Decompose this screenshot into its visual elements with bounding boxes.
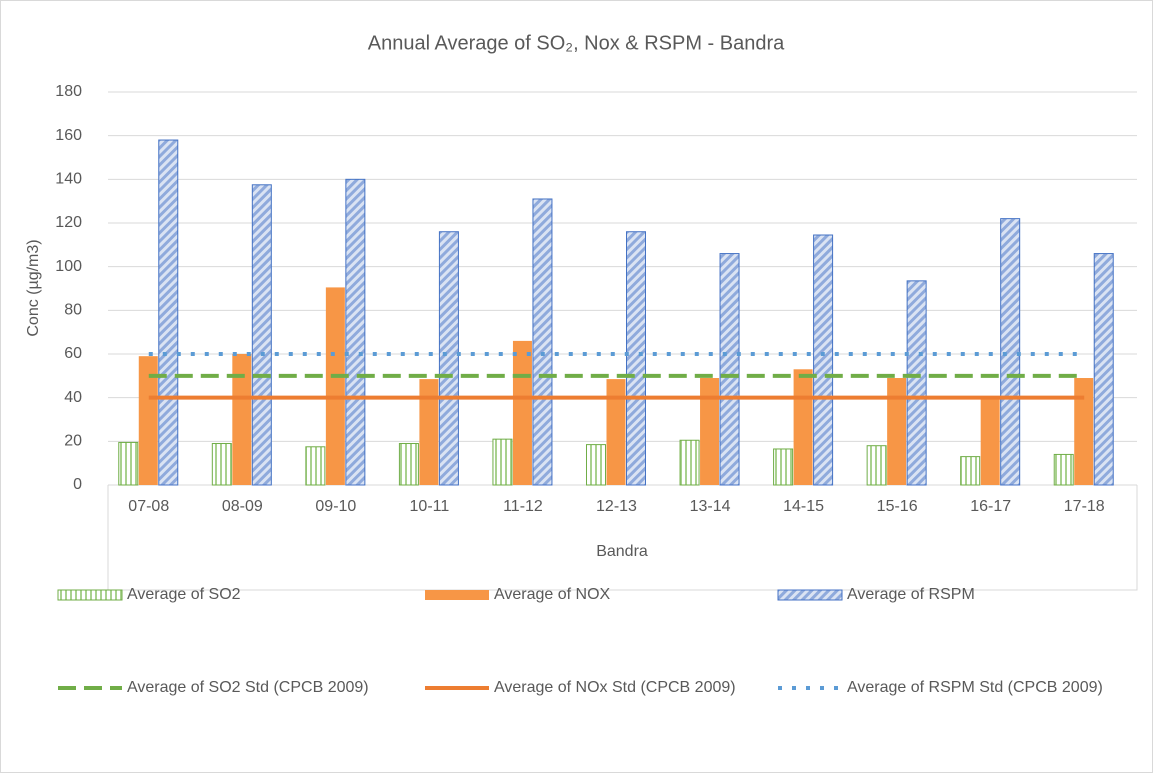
category-box	[107, 485, 1138, 591]
y-tick-label: 0	[73, 476, 82, 493]
bar	[626, 231, 646, 486]
bar	[532, 198, 553, 486]
x-tick-label: 17-18	[1064, 498, 1105, 515]
y-tick-label: 100	[55, 258, 82, 275]
bar	[980, 397, 1000, 485]
bar	[1053, 453, 1074, 486]
legend-label: Average of NOx Std (CPCB 2009)	[494, 679, 736, 696]
bar	[305, 446, 326, 486]
x-tick-label: 13-14	[690, 498, 731, 515]
bar	[232, 354, 252, 485]
bar	[118, 441, 139, 486]
bar	[906, 280, 927, 486]
legend-label: Average of RSPM Std (CPCB 2009)	[847, 679, 1103, 696]
legend-swatch	[57, 589, 123, 601]
bar	[960, 456, 981, 486]
x-tick-label: 11-12	[503, 498, 543, 515]
bar	[325, 287, 345, 485]
legend-label: Average of SO2 Std (CPCB 2009)	[127, 679, 369, 696]
bar	[138, 356, 158, 485]
legend-label: Average of SO2	[127, 586, 241, 603]
bar	[1000, 218, 1021, 486]
bar	[345, 178, 366, 486]
bar	[398, 443, 419, 486]
bar	[492, 438, 513, 486]
legend-label: Average of RSPM	[847, 586, 975, 603]
x-tick-label: 10-11	[410, 498, 450, 515]
x-tick-label: 12-13	[596, 498, 637, 515]
bar	[419, 379, 439, 485]
y-tick-label: 140	[55, 171, 82, 188]
x-tick-label: 16-17	[970, 498, 1011, 515]
bar	[586, 444, 606, 486]
bar	[606, 379, 626, 485]
bar	[438, 231, 459, 486]
legend-label: Average of NOX	[494, 586, 611, 603]
x-tick-label: 14-15	[783, 498, 824, 515]
x-tick-label: 15-16	[877, 498, 918, 515]
y-tick-label: 80	[64, 302, 82, 319]
bar	[679, 439, 700, 486]
bar	[773, 448, 794, 486]
chart-title: Annual Average of SO₂, Nox & RSPM - Band…	[368, 32, 785, 54]
bar	[700, 378, 720, 485]
x-tick-label: 07-08	[128, 498, 169, 515]
legend-swatch	[777, 589, 843, 601]
bar	[793, 369, 813, 485]
x-axis-title: Bandra	[596, 543, 648, 560]
bar	[158, 139, 179, 486]
bar	[211, 443, 232, 486]
bar	[1093, 253, 1114, 486]
bar	[251, 184, 272, 486]
x-tick-label: 09-10	[315, 498, 356, 515]
y-tick-label: 20	[64, 433, 82, 450]
bar	[1074, 378, 1094, 485]
x-tick-label: 08-09	[222, 498, 263, 515]
y-tick-label: 60	[64, 345, 82, 362]
y-tick-label: 120	[55, 214, 82, 231]
y-tick-label: 40	[64, 389, 82, 406]
legend-swatch	[425, 590, 489, 600]
bar	[813, 234, 834, 486]
y-tick-label: 180	[55, 83, 82, 100]
bar	[719, 253, 740, 486]
y-axis-title: Conc (µg/m3)	[25, 239, 42, 336]
bar	[887, 378, 907, 485]
y-tick-label: 160	[55, 127, 82, 144]
bar	[866, 445, 887, 486]
bar	[512, 340, 532, 485]
